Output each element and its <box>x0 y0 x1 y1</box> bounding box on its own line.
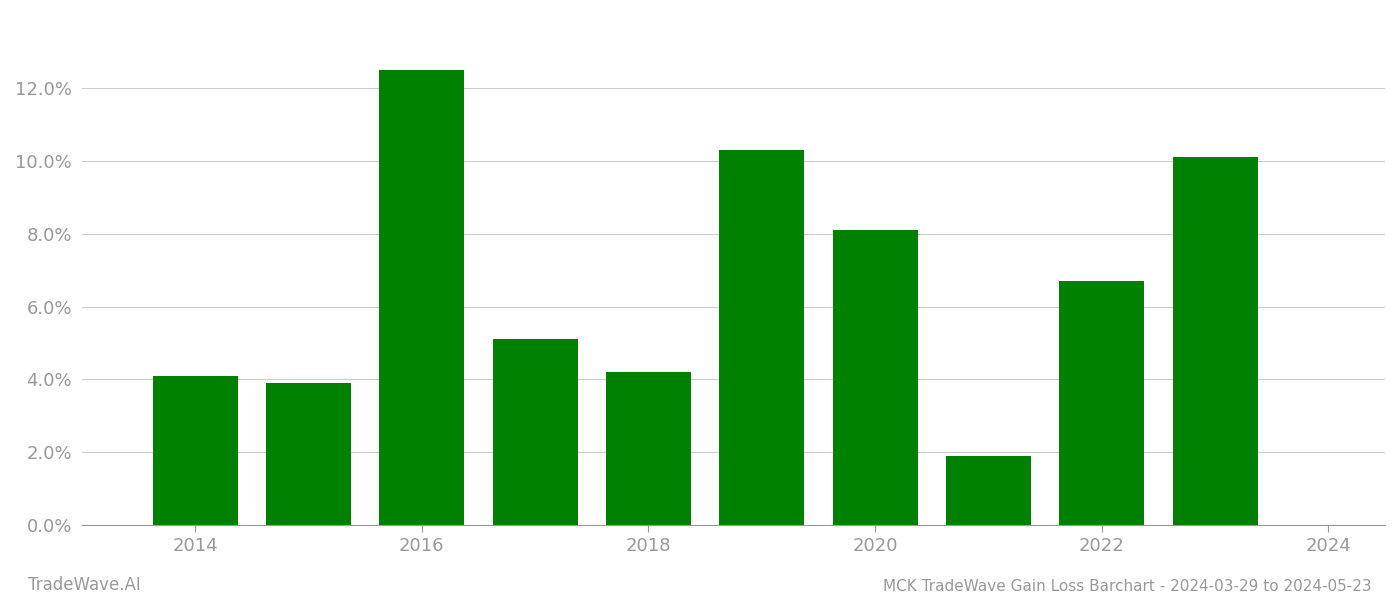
Bar <box>606 372 690 525</box>
Bar <box>1060 281 1144 525</box>
Bar <box>946 456 1030 525</box>
Text: TradeWave.AI: TradeWave.AI <box>28 576 141 594</box>
Bar <box>833 230 917 525</box>
Bar <box>1173 157 1257 525</box>
Bar <box>266 383 351 525</box>
Text: MCK TradeWave Gain Loss Barchart - 2024-03-29 to 2024-05-23: MCK TradeWave Gain Loss Barchart - 2024-… <box>883 579 1372 594</box>
Bar <box>153 376 238 525</box>
Bar <box>720 150 804 525</box>
Bar <box>493 340 578 525</box>
Bar <box>379 70 465 525</box>
